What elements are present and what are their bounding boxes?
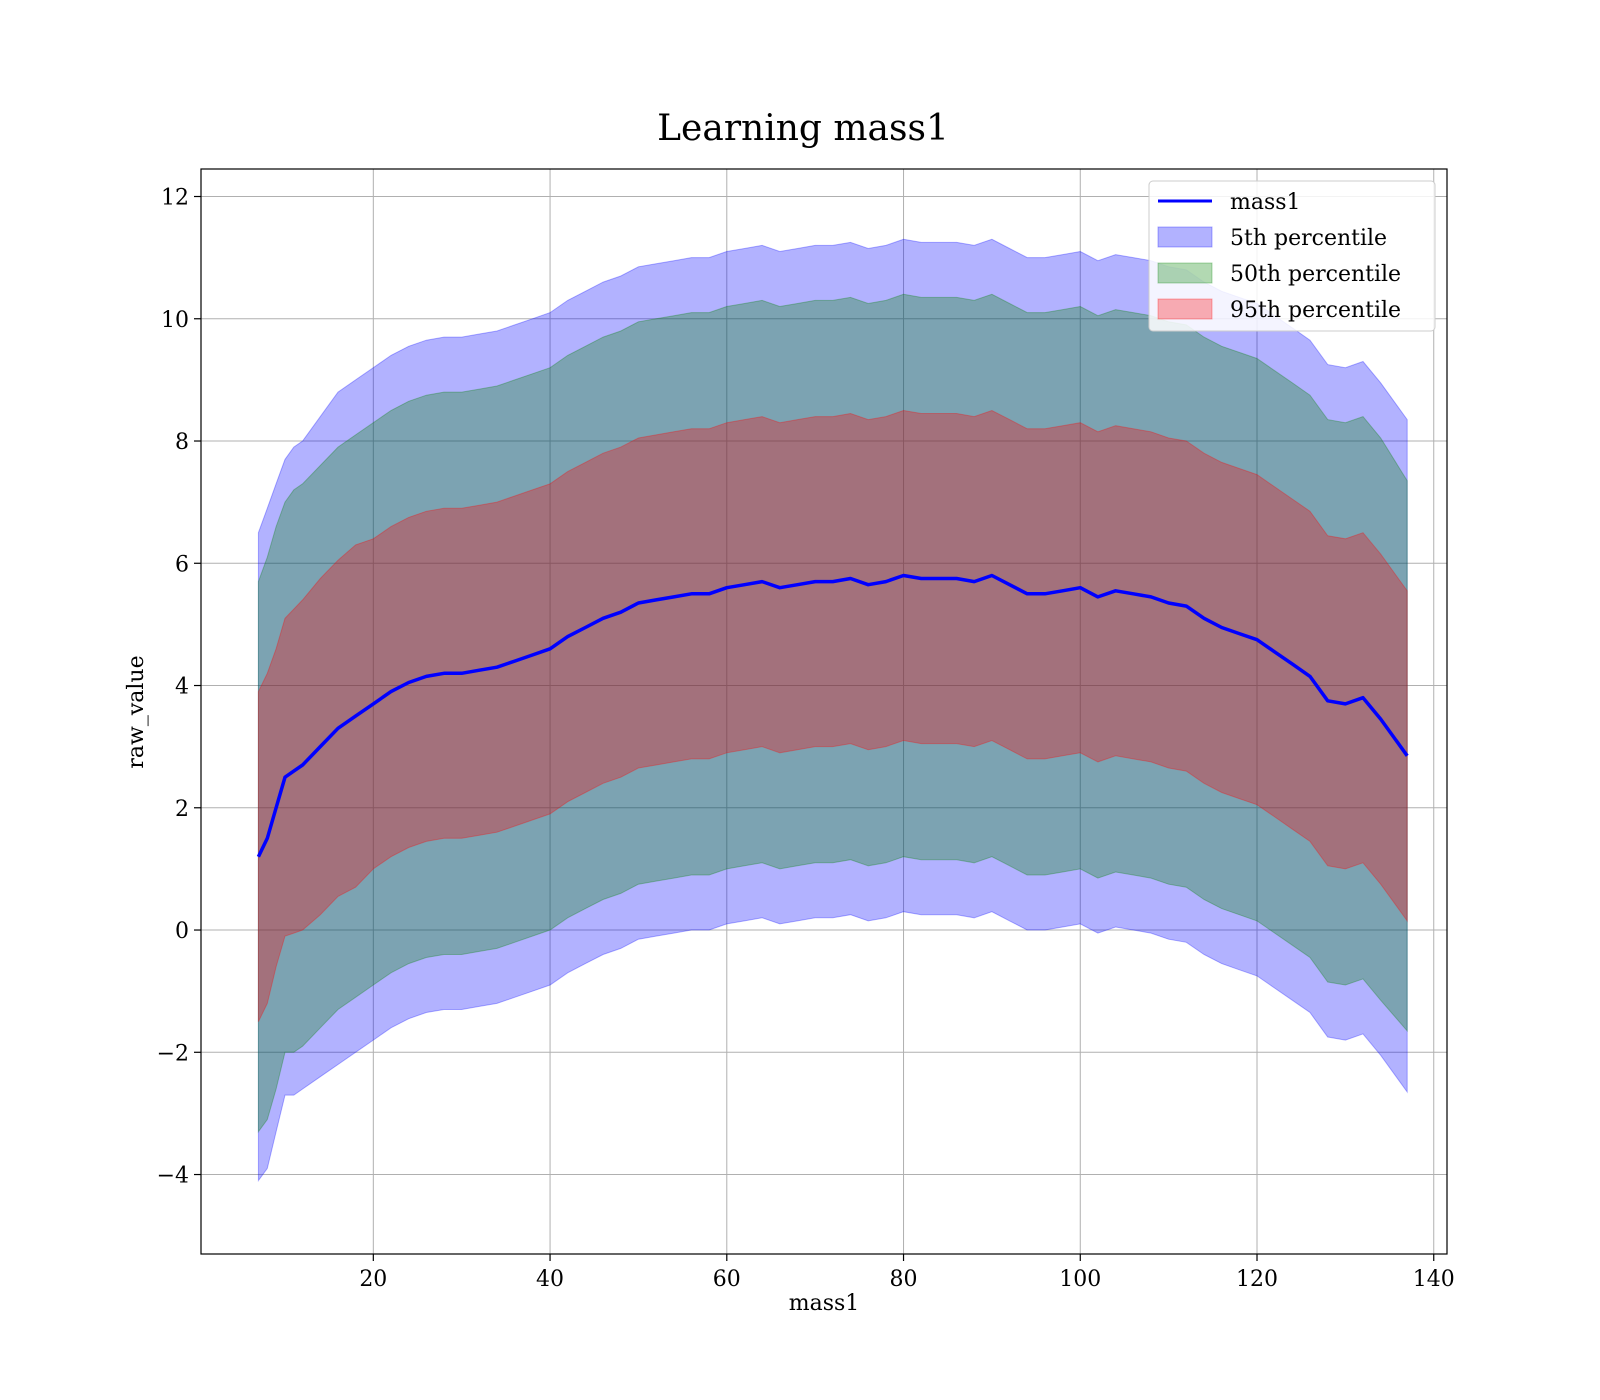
legend-95th-swatch	[1157, 298, 1213, 320]
legend-50th-swatch	[1157, 262, 1213, 284]
band-95th-percentile	[257, 409, 1408, 1022]
y-tick-label: −4	[157, 1164, 189, 1189]
series-layer	[256, 573, 1409, 858]
plot-frame	[200, 168, 1448, 1255]
x-tick-label: 80	[890, 1267, 918, 1292]
y-tick-label: 4	[175, 675, 189, 700]
x-tick-label: 40	[536, 1267, 564, 1292]
x-axis-ticks: 20 40 60 80 100 120 140	[359, 1254, 1455, 1292]
grid-lines	[201, 169, 1447, 1254]
legend-mass1-label: mass1	[1230, 190, 1301, 215]
y-tick-label: 10	[161, 308, 189, 333]
y-tick-label: 12	[161, 186, 189, 211]
legend-95th-label: 95th percentile	[1230, 298, 1401, 323]
y-axis-ticks: −4 −2 0 2 4 6 8 10 12	[157, 186, 201, 1189]
legend-box	[1148, 180, 1436, 332]
y-tick-label: 8	[175, 430, 189, 455]
chart-title: Learning mass1	[657, 108, 949, 149]
band-5th-percentile	[257, 238, 1408, 1183]
percentile-bands	[257, 238, 1408, 1183]
x-tick-label: 20	[359, 1267, 387, 1292]
y-tick-label: −2	[157, 1041, 189, 1066]
legend: mass1 5th percentile 50th percentile 95t…	[1148, 180, 1436, 332]
legend-5th-label: 5th percentile	[1230, 226, 1387, 251]
legend-50th-label: 50th percentile	[1230, 262, 1401, 287]
legend-5th-swatch	[1157, 226, 1213, 248]
series-line-mass1	[256, 573, 1409, 858]
x-tick-label: 100	[1059, 1267, 1101, 1292]
x-axis-label: mass1	[789, 1291, 860, 1316]
y-tick-label: 0	[175, 919, 189, 944]
y-tick-label: 2	[175, 797, 189, 822]
x-tick-label: 120	[1236, 1267, 1278, 1292]
y-axis-label: raw_value	[124, 655, 149, 768]
y-tick-label: 6	[175, 552, 189, 577]
x-tick-label: 140	[1413, 1267, 1455, 1292]
band-50th-percentile	[257, 293, 1408, 1134]
x-tick-label: 60	[713, 1267, 741, 1292]
